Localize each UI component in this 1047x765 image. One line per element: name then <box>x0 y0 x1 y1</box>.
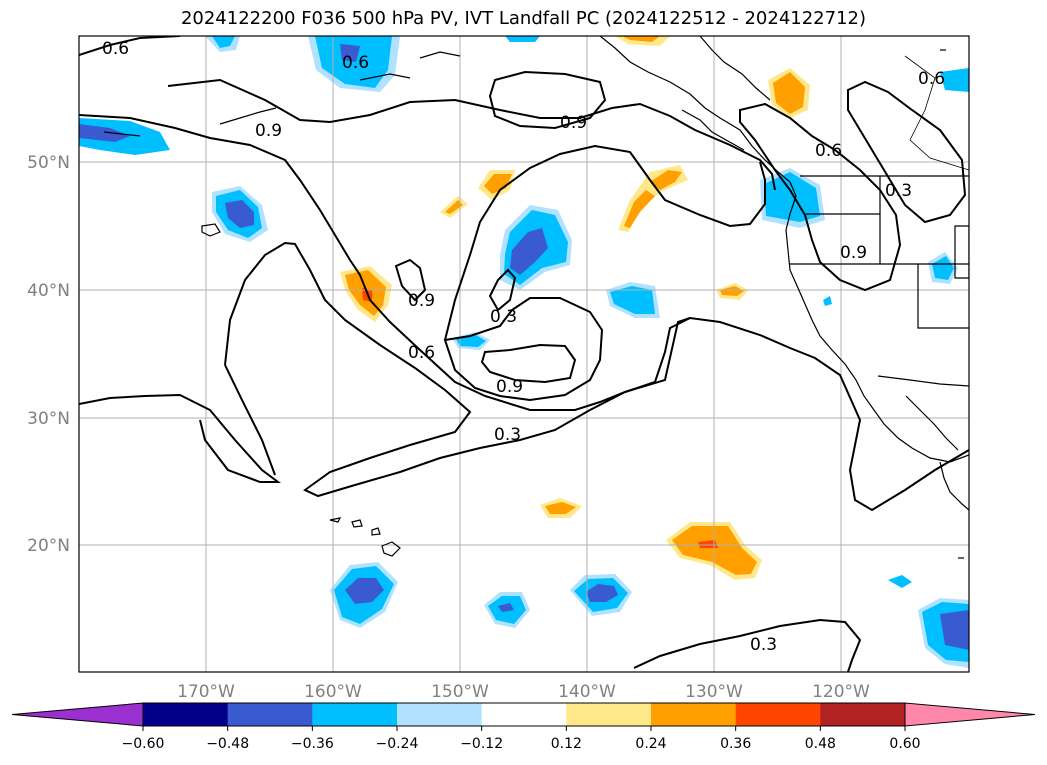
contour-label: 0.3 <box>490 307 517 327</box>
lon-tick: 160°W <box>304 682 362 702</box>
blob-south-1 <box>330 562 398 628</box>
lon-tick: 150°W <box>431 682 489 702</box>
lon-tick: 130°W <box>685 682 743 702</box>
colorbar-tick-label: −0.12 <box>460 736 503 752</box>
colorbar: −0.60 −0.48 −0.36 −0.24 −0.12 0.12 0.24 0.36 0.4… <box>11 702 1036 752</box>
contour-label: 0.6 <box>342 53 369 73</box>
contour-label: 0.3 <box>885 181 912 201</box>
contour-label: 0.3 <box>494 425 521 445</box>
blob-west-orange <box>340 266 392 322</box>
colorbar-extend-left <box>11 702 144 727</box>
blob-central-orange <box>440 170 515 218</box>
colorbar-segment <box>312 703 398 726</box>
contour-label: 0.6 <box>918 69 945 89</box>
lon-tick: 120°W <box>812 682 870 702</box>
lat-tick-labels: 50°N 40°N 30°N 20°N <box>27 153 70 556</box>
blob-south-orange-small <box>540 498 582 518</box>
blob-south-3 <box>570 574 632 616</box>
contour-label: 0.9 <box>408 291 435 311</box>
pv-contours <box>79 36 969 672</box>
blob-top-3 <box>505 36 540 42</box>
blob-coast-blue <box>760 168 825 228</box>
contour-label: 0.6 <box>815 141 842 161</box>
blob-top-1 <box>205 36 240 52</box>
lon-tick: 140°W <box>558 682 616 702</box>
colorbar-extend-right <box>904 702 1036 727</box>
colorbar-segment <box>143 703 229 726</box>
colorbar-tick-label: −0.60 <box>122 736 165 752</box>
colorbar-tick-label: 0.36 <box>720 736 751 752</box>
blob-south-small <box>888 575 912 588</box>
map-title: 2024122200 F036 500 hPa PV, IVT Landfall… <box>180 8 867 29</box>
colorbar-tick-label: 0.12 <box>551 736 582 752</box>
contour-label: 0.6 <box>408 343 435 363</box>
contour-labels: 0.6 0.6 0.9 0.9 0.6 0.6 0.3 0.9 0.9 0.3 … <box>102 39 945 655</box>
contour-label: 0.9 <box>255 121 282 141</box>
blob-mid-east <box>606 282 660 318</box>
colorbar-segment <box>397 703 483 726</box>
colorbar-segment <box>820 703 906 726</box>
colorbar-segment <box>227 703 313 726</box>
colorbar-segment <box>651 703 737 726</box>
colorbar-tick-label: −0.36 <box>291 736 334 752</box>
colorbar-segment <box>735 703 821 726</box>
colorbar-ticks: −0.60 −0.48 −0.36 −0.24 −0.12 0.12 0.24 0.36 0.4… <box>122 726 921 752</box>
contour-label: 0.3 <box>750 635 777 655</box>
lat-tick: 20°N <box>27 536 70 556</box>
colorbar-tick-label: 0.48 <box>805 736 836 752</box>
map-area: 0.6 0.6 0.9 0.9 0.6 0.6 0.3 0.9 0.9 0.3 … <box>79 36 969 672</box>
colorbar-segment <box>481 703 567 726</box>
blob-ne-corner <box>940 68 969 92</box>
lon-tick: 170°W <box>177 682 235 702</box>
blob-small-orange <box>716 283 748 300</box>
gridlines <box>79 36 969 672</box>
contour-label: 0.6 <box>102 39 129 59</box>
blob-central <box>500 205 572 290</box>
contour-label: 0.9 <box>496 377 523 397</box>
colorbar-segment <box>566 703 652 726</box>
colorbar-tick-label: 0.60 <box>889 736 920 752</box>
blob-coast-orange <box>768 68 810 118</box>
blob-nw <box>79 118 170 155</box>
colorbar-tick-label: 0.24 <box>635 736 666 752</box>
contour-label: 0.9 <box>840 243 867 263</box>
blob-south-2 <box>484 592 530 628</box>
shading <box>79 36 969 668</box>
blob-top-orange <box>615 36 670 46</box>
colorbar-tick-label: −0.48 <box>206 736 249 752</box>
blob-ne-orange <box>618 165 688 232</box>
colorbar-frame <box>142 702 906 727</box>
colorbar-tick-label: −0.24 <box>376 736 419 752</box>
blob-top-2 <box>308 36 400 92</box>
colorbar-segments <box>11 702 1036 727</box>
blob-west <box>212 186 268 242</box>
lat-tick: 40°N <box>27 281 70 301</box>
blob-se-corner <box>918 598 969 668</box>
map-frame <box>78 35 970 673</box>
lat-tick: 30°N <box>27 409 70 429</box>
lon-tick-labels: 170°W 160°W 150°W 140°W 130°W 120°W <box>177 682 870 702</box>
contour-label: 0.9 <box>560 113 587 133</box>
blob-inland-blue <box>823 252 958 306</box>
coastlines <box>103 36 969 559</box>
lat-tick: 50°N <box>27 153 70 173</box>
